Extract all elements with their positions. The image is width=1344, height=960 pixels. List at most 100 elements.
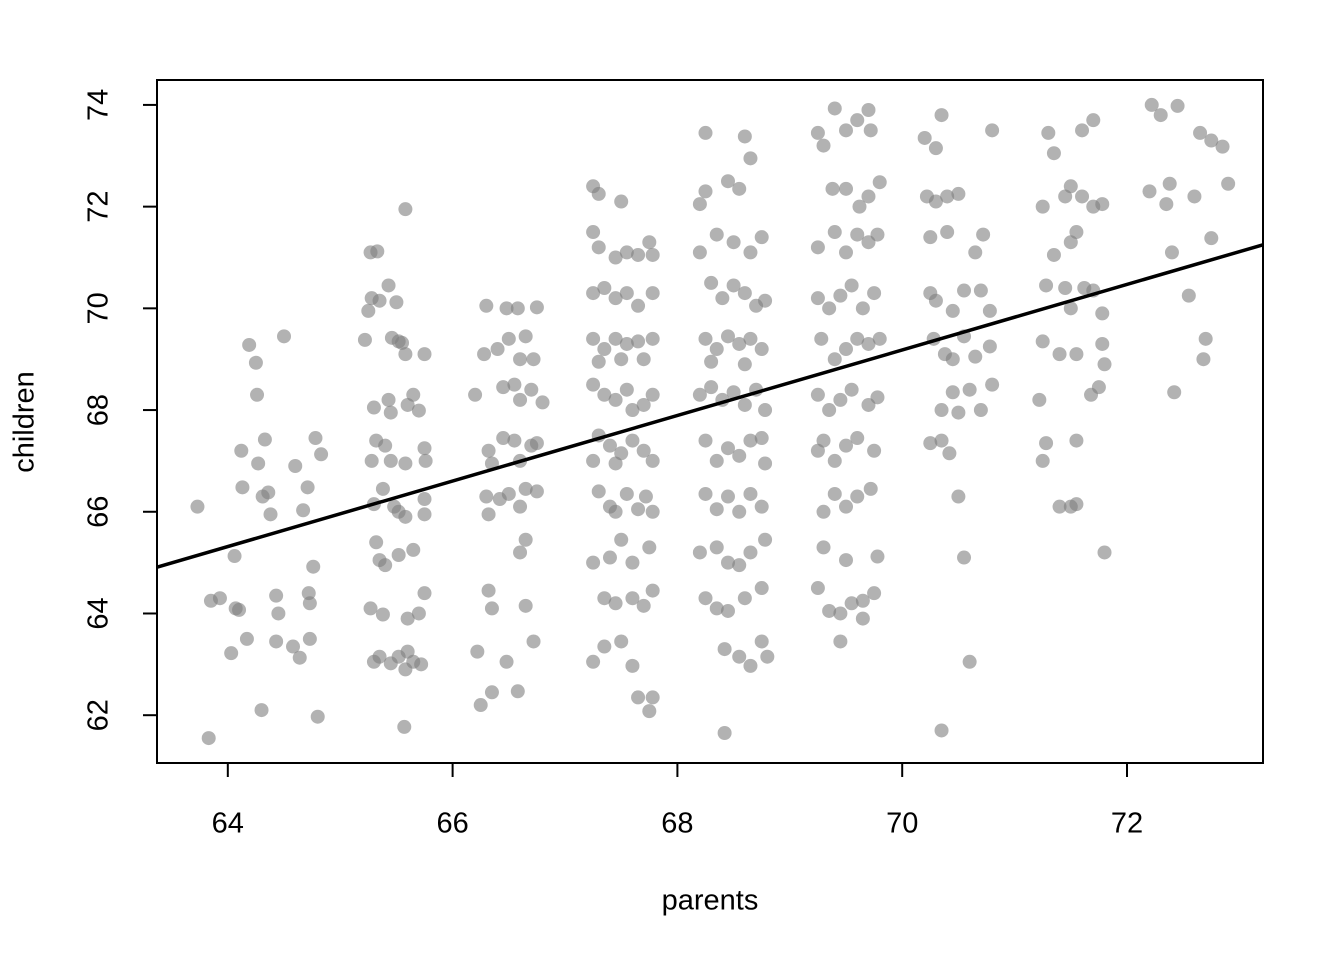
point	[720, 555, 735, 570]
point	[814, 331, 829, 346]
point	[631, 247, 646, 262]
y-tick-label: 62	[83, 699, 115, 731]
point	[602, 550, 617, 565]
point	[839, 342, 854, 357]
point	[957, 283, 972, 298]
point	[867, 443, 882, 458]
point	[645, 504, 660, 519]
point	[861, 103, 876, 118]
point	[254, 703, 269, 718]
point	[726, 235, 741, 250]
point	[743, 545, 758, 560]
point	[1086, 113, 1101, 128]
point	[1193, 125, 1208, 140]
point	[251, 456, 266, 471]
point	[692, 387, 707, 402]
point	[524, 382, 539, 397]
point	[827, 486, 842, 501]
point	[513, 352, 528, 367]
point	[934, 723, 949, 738]
point	[263, 507, 278, 522]
point	[698, 331, 713, 346]
point	[1039, 278, 1054, 293]
point	[934, 433, 949, 448]
point	[833, 606, 848, 621]
point	[400, 611, 415, 626]
point	[698, 486, 713, 501]
point	[709, 227, 724, 242]
point	[982, 339, 997, 354]
point	[398, 662, 413, 677]
point	[381, 278, 396, 293]
point	[535, 395, 550, 410]
point	[501, 486, 516, 501]
point	[302, 596, 317, 611]
point	[923, 230, 938, 245]
point	[709, 601, 724, 616]
point	[642, 704, 657, 719]
point	[597, 342, 612, 357]
point	[619, 336, 634, 351]
point	[850, 113, 865, 128]
point	[510, 684, 525, 699]
point	[720, 174, 735, 189]
point	[378, 558, 393, 573]
point	[625, 403, 640, 418]
point	[645, 690, 660, 705]
point	[1095, 336, 1110, 351]
point	[737, 286, 752, 301]
point	[743, 486, 758, 501]
point	[1164, 245, 1179, 260]
point	[870, 549, 885, 564]
point	[850, 489, 865, 504]
point	[490, 342, 505, 357]
point	[822, 301, 837, 316]
point	[645, 331, 660, 346]
point	[296, 503, 311, 518]
point	[224, 646, 239, 661]
point	[235, 480, 250, 495]
point	[642, 235, 657, 250]
point	[625, 433, 640, 448]
point	[743, 245, 758, 260]
point	[928, 293, 943, 308]
point	[391, 547, 406, 562]
point	[760, 649, 775, 664]
point	[726, 385, 741, 400]
y-axis-label: children	[9, 371, 41, 473]
point	[625, 591, 640, 606]
point	[1039, 436, 1054, 451]
x-axis-label: parents	[662, 885, 759, 917]
point	[481, 583, 496, 598]
point	[1046, 146, 1061, 161]
point	[709, 502, 724, 517]
x-tick-label: 72	[1111, 808, 1143, 840]
point	[720, 489, 735, 504]
point	[863, 123, 878, 138]
point	[951, 489, 966, 504]
point	[645, 387, 660, 402]
point	[381, 392, 396, 407]
point	[870, 227, 885, 242]
point	[698, 184, 713, 199]
point	[398, 347, 413, 362]
point	[190, 499, 205, 514]
point	[586, 377, 601, 392]
point	[518, 532, 533, 547]
point	[737, 397, 752, 412]
point	[850, 331, 865, 346]
point	[496, 380, 511, 395]
point	[737, 129, 752, 144]
point	[314, 447, 329, 462]
point	[507, 433, 522, 448]
point	[212, 591, 227, 606]
point	[867, 286, 882, 301]
point	[934, 403, 949, 418]
point	[715, 291, 730, 306]
point	[645, 247, 660, 262]
point	[951, 186, 966, 201]
point	[1095, 197, 1110, 212]
point	[608, 596, 623, 611]
point	[732, 649, 747, 664]
point	[709, 540, 724, 555]
